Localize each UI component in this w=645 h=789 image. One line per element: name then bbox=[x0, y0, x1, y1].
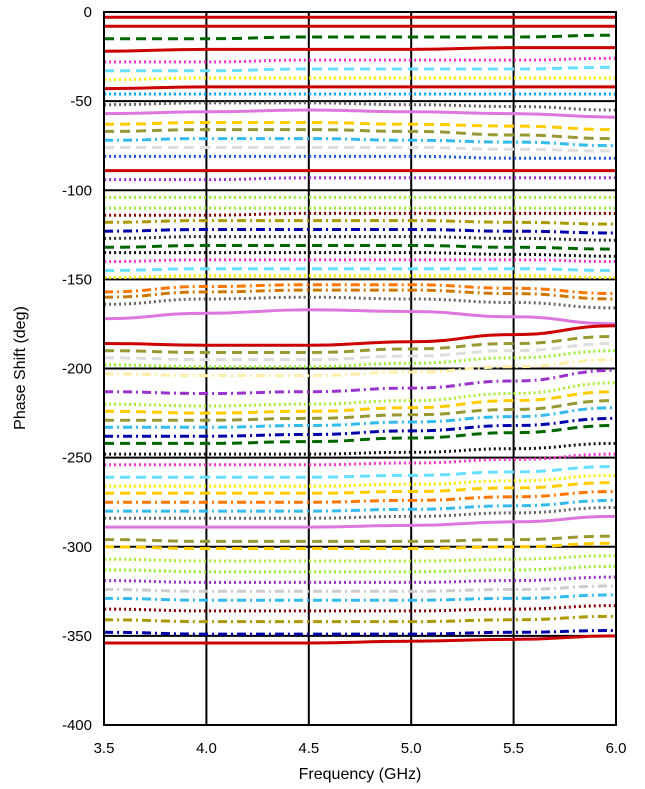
y-tick-label: -100 bbox=[62, 182, 92, 199]
series-line-21 bbox=[104, 211, 616, 217]
series-line-59 bbox=[103, 575, 617, 584]
series-line-51 bbox=[103, 490, 617, 504]
series-line-58 bbox=[103, 564, 617, 574]
x-axis-label: Frequency (GHz) bbox=[299, 766, 422, 783]
x-tick-label: 6.0 bbox=[606, 740, 627, 757]
series-line-49 bbox=[103, 473, 617, 488]
series-line-37 bbox=[103, 349, 617, 369]
series-line-55 bbox=[103, 534, 617, 543]
y-tick-label: -400 bbox=[62, 717, 92, 734]
series-line-65 bbox=[104, 634, 617, 645]
x-tick-label: 5.5 bbox=[503, 740, 524, 757]
series-line-45 bbox=[103, 424, 617, 445]
plot-frame bbox=[103, 11, 617, 726]
series-line-18 bbox=[104, 176, 616, 182]
series-line-13 bbox=[103, 128, 617, 141]
series-line-54 bbox=[104, 514, 617, 529]
y-axis-label: Phase Shift (deg) bbox=[12, 306, 29, 430]
series-line-11 bbox=[103, 108, 617, 119]
series-line-22 bbox=[103, 219, 617, 226]
y-tick-label: 0 bbox=[84, 4, 92, 21]
series-line-38 bbox=[103, 358, 617, 378]
x-tick-label: 4.5 bbox=[298, 740, 319, 757]
series-line-50 bbox=[104, 481, 617, 495]
series-line-46 bbox=[104, 441, 617, 456]
series-line-14 bbox=[103, 137, 617, 148]
x-tick-label: 5.0 bbox=[401, 740, 422, 757]
series-line-30 bbox=[103, 283, 617, 296]
series-line-61 bbox=[103, 593, 617, 602]
series-line-36 bbox=[103, 342, 617, 362]
x-tick-label: 4.0 bbox=[196, 740, 217, 757]
y-tick-label: -250 bbox=[62, 450, 92, 467]
series-line-8 bbox=[103, 85, 616, 91]
series-line-63 bbox=[103, 614, 617, 624]
series-line-52 bbox=[104, 498, 617, 513]
series-line-60 bbox=[103, 584, 617, 593]
y-tick-label: -350 bbox=[62, 628, 92, 645]
series-line-39 bbox=[103, 368, 617, 396]
series-line-31 bbox=[103, 288, 617, 301]
series-line-27 bbox=[103, 258, 617, 263]
y-tick-labels: 0 -50 -100 -150 -200 -250 -300 -350 -400 bbox=[62, 4, 92, 734]
series-line-10 bbox=[103, 101, 617, 112]
x-tick-label: 3.5 bbox=[94, 740, 115, 757]
series-line-23 bbox=[103, 227, 617, 235]
series-line-53 bbox=[103, 506, 617, 520]
x-tick-labels: 3.5 4.0 4.5 5.0 5.5 6.0 bbox=[94, 740, 627, 757]
series-line-42 bbox=[104, 399, 617, 422]
y-tick-label: -50 bbox=[70, 93, 92, 110]
series-line-32 bbox=[103, 295, 617, 310]
series-line-25 bbox=[103, 243, 617, 251]
series-line-48 bbox=[104, 465, 617, 479]
series-line-7 bbox=[103, 76, 616, 82]
series-line-4 bbox=[103, 46, 616, 53]
series-group bbox=[103, 15, 617, 645]
series-line-16 bbox=[104, 154, 616, 160]
y-tick-label: -200 bbox=[62, 361, 92, 378]
y-tick-label: -300 bbox=[62, 539, 92, 556]
series-line-44 bbox=[104, 416, 617, 438]
series-line-35 bbox=[103, 334, 617, 354]
series-line-6 bbox=[103, 65, 617, 73]
series-line-5 bbox=[103, 56, 617, 64]
series-line-47 bbox=[104, 452, 617, 467]
series-line-43 bbox=[103, 406, 617, 429]
series-line-40 bbox=[103, 381, 617, 408]
series-line-3 bbox=[103, 33, 617, 41]
series-line-62 bbox=[103, 604, 617, 613]
series-line-26 bbox=[104, 251, 617, 258]
series-line-56 bbox=[103, 541, 617, 550]
series-line-28 bbox=[103, 267, 617, 272]
series-line-29 bbox=[103, 274, 617, 280]
series-line-33 bbox=[103, 308, 617, 326]
series-line-34 bbox=[103, 324, 617, 347]
series-line-12 bbox=[103, 120, 617, 132]
series-line-64 bbox=[103, 629, 617, 636]
series-line-15 bbox=[104, 145, 617, 153]
series-line-24 bbox=[103, 235, 617, 242]
series-line-41 bbox=[103, 390, 617, 415]
y-tick-label: -150 bbox=[62, 271, 92, 288]
series-line-57 bbox=[103, 554, 617, 563]
